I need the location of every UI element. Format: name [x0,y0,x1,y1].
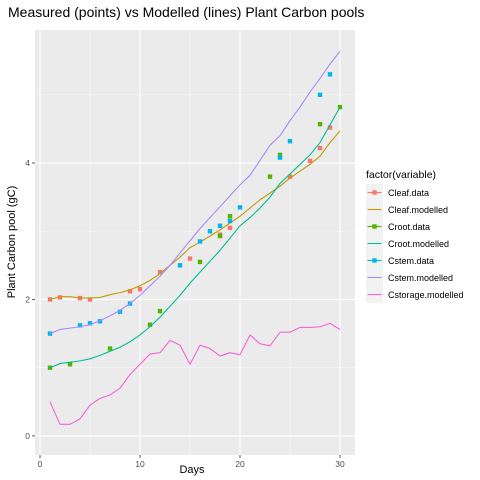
legend-label: Cleaf.modelled [388,205,448,215]
legend-item-cstorage-modelled: Cstorage.modelled [366,286,464,303]
data-point [67,362,73,367]
y-tick-label: 4 [25,158,30,168]
series-cstorage-modelled [49,322,341,425]
legend-item-croot-data: Croot.data [366,218,430,235]
data-point [87,321,93,326]
chart-title: Measured (points) vs Modelled (lines) Pl… [8,4,364,20]
data-point [307,158,313,164]
data-point [237,205,243,210]
data-point [277,152,283,158]
legend-item-cleaf-modelled: Cleaf.modelled [366,201,448,218]
legend-label: Cstem.data [388,256,434,266]
series-line-cstem-modelled [49,50,341,335]
legend-key-point [372,224,377,229]
series-cleaf-modelled [49,130,341,300]
plot-panel [35,30,355,455]
y-tick-label: 0 [25,431,30,441]
data-point [147,322,153,327]
data-point [47,331,53,336]
series-croot-data [47,104,343,370]
legend-label: Cstem.modelled [388,273,453,283]
y-axis-title: Plant Carbon pool (gC) [6,186,18,299]
data-point [177,263,183,268]
series-croot-modelled [49,106,341,369]
legend-key-point [372,258,377,263]
series-layer [47,50,343,425]
data-point [87,297,93,302]
y-tick-label: 2 [25,294,30,304]
series-cstem-data [47,72,333,336]
x-tick-label: 0 [38,459,43,469]
series-line-croot-modelled [49,106,341,369]
legend-item-cleaf-data: Cleaf.data [366,184,429,201]
data-point [317,145,323,151]
data-point [57,295,63,300]
x-tick-label: 10 [135,459,145,469]
legend-label: Cstorage.modelled [388,290,464,300]
data-point [227,218,233,224]
legend-item-croot-modelled: Croot.modelled [366,235,449,252]
data-point [327,125,333,130]
data-point [217,223,223,228]
data-point [117,309,123,314]
x-axis-title: Days [179,464,205,476]
x-tick-label: 20 [235,459,245,469]
legend-item-cstem-data: Cstem.data [366,252,434,269]
legend-key-point [372,190,377,195]
data-point [227,225,233,231]
data-point [267,174,273,179]
data-point [197,239,203,244]
axes: 0 10 20 30 0 2 4 [25,158,345,469]
data-point [127,289,133,294]
data-point [97,319,103,324]
legend-item-cstem-modelled: Cstem.modelled [366,269,453,286]
data-point [327,72,333,77]
data-point [317,121,323,127]
data-point [157,308,163,314]
data-point [197,259,203,265]
data-point [277,155,283,160]
data-point [317,92,323,98]
data-point [47,297,53,302]
data-point [287,138,293,144]
legend-label: Croot.modelled [388,239,449,249]
x-tick-label: 30 [335,459,345,469]
data-point [217,233,223,239]
legend-title: factor(variable) [366,169,436,181]
series-line-cstorage-modelled [49,322,341,425]
legend-label: Croot.data [388,222,430,232]
legend-label: Cleaf.data [388,188,429,198]
data-point [227,214,233,219]
data-point [207,229,213,234]
series-line-cleaf-modelled [49,130,341,300]
data-point [137,287,143,292]
series-cstem-modelled [49,50,341,335]
data-point [157,269,163,275]
data-point [287,174,293,179]
data-point [187,256,193,261]
data-point [77,323,83,328]
legend: factor(variable) Cleaf.data Cleaf.modelle… [366,169,464,303]
data-point [107,346,113,351]
data-point [47,365,53,370]
data-point [337,104,343,110]
